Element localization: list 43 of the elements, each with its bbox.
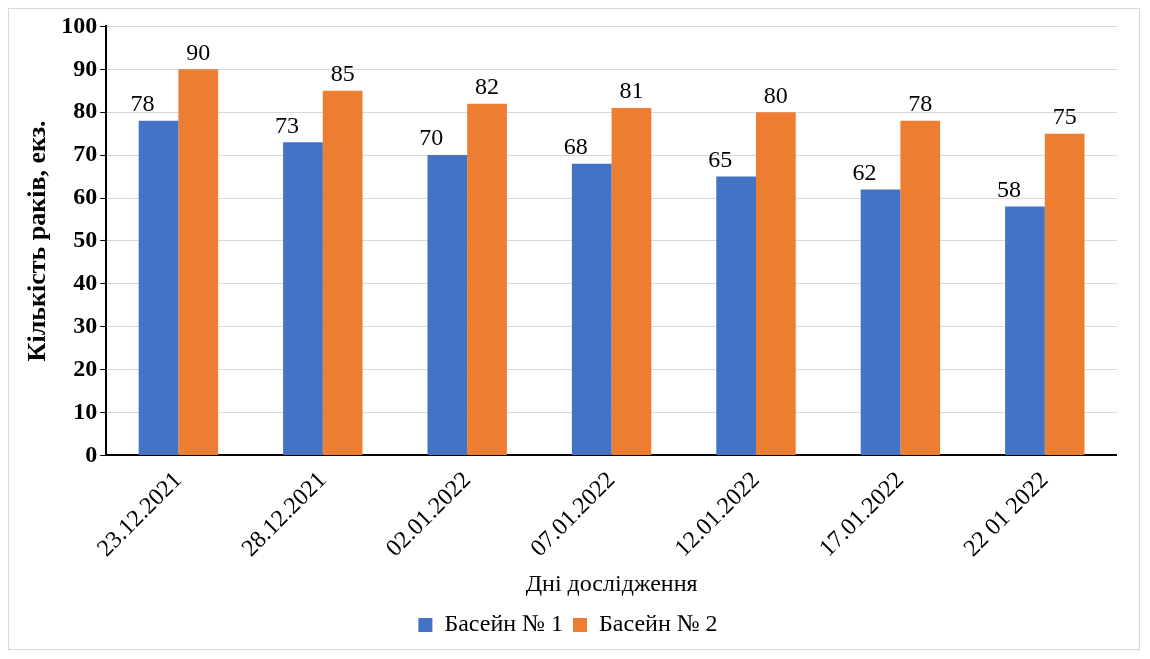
y-tick-label: 80 <box>73 97 98 124</box>
y-axis-title: Кількість раків, екз. <box>22 120 52 362</box>
bar <box>322 90 363 455</box>
bar <box>283 142 323 455</box>
y-tick-label: 100 <box>61 11 98 38</box>
data-label: 58 <box>996 175 1021 202</box>
data-label: 73 <box>274 111 299 138</box>
y-tick-label: 50 <box>73 226 98 253</box>
y-tick-label: 60 <box>73 183 98 210</box>
y-tick-label: 20 <box>73 354 98 381</box>
data-label: 65 <box>708 145 733 172</box>
data-label: 82 <box>475 72 500 99</box>
y-tick-label: 40 <box>73 269 98 296</box>
bar <box>716 176 756 455</box>
data-label: 78 <box>908 90 933 117</box>
data-label: 68 <box>563 133 588 159</box>
bar <box>138 120 179 455</box>
y-tick-label: 0 <box>85 440 98 467</box>
data-label: 75 <box>1052 102 1077 129</box>
bar <box>571 163 612 455</box>
bar <box>427 155 468 455</box>
bar <box>756 112 796 455</box>
data-label: 81 <box>619 77 644 104</box>
bar <box>178 69 219 455</box>
y-tick-label: 10 <box>73 397 98 424</box>
legend-label: Басейн № 1 <box>444 610 564 637</box>
bar <box>1005 206 1045 455</box>
y-tick-label: 70 <box>73 140 98 167</box>
bar <box>860 189 901 455</box>
bar <box>611 107 652 455</box>
y-tick-label: 30 <box>73 311 98 338</box>
y-tick-label: 90 <box>73 54 98 81</box>
data-label: 90 <box>186 38 211 65</box>
data-label: 85 <box>330 60 355 87</box>
data-label: 62 <box>852 158 877 185</box>
bar <box>1044 133 1085 455</box>
legend-label: Басейн № 2 <box>599 610 718 637</box>
bar <box>467 103 507 455</box>
data-label: 70 <box>419 124 444 151</box>
bar <box>900 120 941 455</box>
x-axis-title: Дні дослідження <box>525 569 698 596</box>
data-label: 78 <box>130 90 155 117</box>
data-label: 80 <box>763 81 788 108</box>
